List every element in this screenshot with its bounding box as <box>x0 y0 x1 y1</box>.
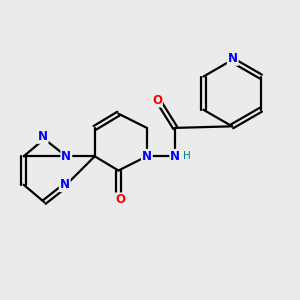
Text: O: O <box>115 194 125 206</box>
Text: N: N <box>60 178 70 191</box>
Text: N: N <box>61 150 71 163</box>
Text: N: N <box>228 52 238 65</box>
Text: N: N <box>142 150 152 163</box>
Text: N: N <box>170 150 180 163</box>
Text: H: H <box>183 151 191 161</box>
Text: O: O <box>152 94 162 106</box>
Text: N: N <box>38 130 48 143</box>
